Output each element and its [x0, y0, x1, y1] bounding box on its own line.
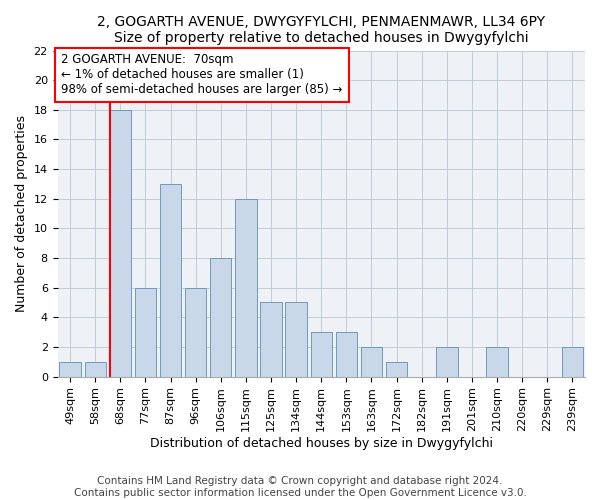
Bar	[487, 347, 508, 376]
Text: Contains HM Land Registry data © Crown copyright and database right 2024.
Contai: Contains HM Land Registry data © Crown c…	[74, 476, 526, 498]
Bar	[135, 288, 156, 376]
Bar	[562, 347, 583, 376]
Bar	[160, 184, 181, 376]
Bar	[311, 332, 332, 376]
Y-axis label: Number of detached properties: Number of detached properties	[15, 115, 28, 312]
Bar	[336, 332, 357, 376]
Bar	[260, 302, 282, 376]
Bar	[436, 347, 458, 376]
Bar	[110, 110, 131, 376]
X-axis label: Distribution of detached houses by size in Dwygyfylchi: Distribution of detached houses by size …	[150, 437, 493, 450]
Title: 2, GOGARTH AVENUE, DWYGYFYLCHI, PENMAENMAWR, LL34 6PY
Size of property relative : 2, GOGARTH AVENUE, DWYGYFYLCHI, PENMAENM…	[97, 15, 545, 45]
Bar	[59, 362, 81, 376]
Text: 2 GOGARTH AVENUE:  70sqm
← 1% of detached houses are smaller (1)
98% of semi-det: 2 GOGARTH AVENUE: 70sqm ← 1% of detached…	[61, 54, 343, 96]
Bar	[85, 362, 106, 376]
Bar	[185, 288, 206, 376]
Bar	[386, 362, 407, 376]
Bar	[210, 258, 232, 376]
Bar	[235, 198, 257, 376]
Bar	[286, 302, 307, 376]
Bar	[361, 347, 382, 376]
